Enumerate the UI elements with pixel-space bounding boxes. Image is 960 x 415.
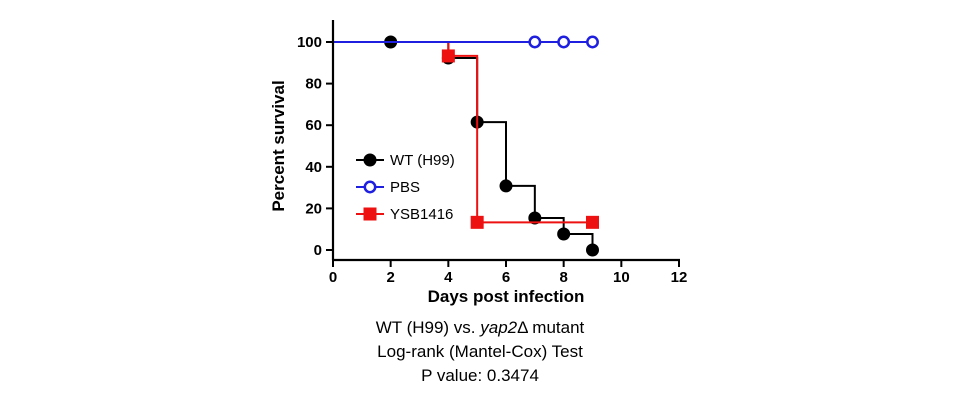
data-point-pbs bbox=[528, 35, 542, 49]
x-tick-label: 0 bbox=[329, 269, 337, 286]
y-tick-label: 40 bbox=[305, 159, 322, 176]
legend-label-wt-h99: WT (H99) bbox=[390, 152, 455, 169]
y-tick-label: 60 bbox=[305, 117, 322, 134]
caption-gene-name: yap2 bbox=[480, 318, 518, 337]
data-point-wt-h99 bbox=[499, 179, 513, 193]
legend-item-wt-h99: WT (H99) bbox=[356, 152, 455, 169]
series-ysb1416 bbox=[333, 41, 599, 229]
x-tick-label: 10 bbox=[613, 269, 630, 286]
data-point-wt-h99 bbox=[557, 227, 571, 241]
data-point-wt-h99 bbox=[528, 211, 542, 225]
x-tick-label: 6 bbox=[502, 269, 510, 286]
legend-item-ysb1416: YSB1416 bbox=[356, 206, 453, 223]
y-tick-label: 0 bbox=[314, 242, 322, 259]
y-axis-title: Percent survival bbox=[269, 80, 288, 211]
legend: WT (H99) PBS YSB1416 bbox=[356, 152, 455, 223]
caption-p-value: P value: 0.3474 bbox=[421, 366, 539, 385]
caption-test-name: Log-rank (Mantel-Cox) Test bbox=[377, 342, 583, 361]
legend-marker-wt-h99 bbox=[363, 153, 377, 167]
legend-label-ysb1416: YSB1416 bbox=[390, 206, 453, 223]
data-point-pbs bbox=[586, 35, 599, 49]
caption-comparison-prefix: WT (H99) vs. bbox=[375, 318, 481, 337]
legend-marker-pbs bbox=[363, 180, 377, 194]
data-point-ysb1416 bbox=[586, 215, 599, 229]
data-point-pbs bbox=[557, 35, 571, 49]
plot-series bbox=[333, 35, 599, 257]
y-tick-label: 100 bbox=[297, 34, 322, 51]
x-tick-label: 8 bbox=[559, 269, 567, 286]
x-tick-label: 2 bbox=[386, 269, 394, 286]
data-point-ysb1416 bbox=[470, 215, 484, 229]
data-point-wt-h99 bbox=[586, 243, 599, 257]
x-axis-title: Days post infection bbox=[428, 287, 585, 306]
x-tick-label: 12 bbox=[671, 269, 688, 286]
plot-axes: 0 20 40 60 80 100 0 2 4 6 8 10 12 bbox=[297, 20, 687, 286]
legend-marker-ysb1416 bbox=[363, 207, 377, 221]
data-point-ysb1416 bbox=[441, 49, 455, 63]
x-tick-label: 4 bbox=[444, 269, 453, 286]
caption-comparison-suffix: Δ mutant bbox=[517, 318, 585, 337]
series-line-ysb1416 bbox=[333, 41, 593, 224]
legend-item-pbs: PBS bbox=[356, 179, 420, 196]
caption-comparison: WT (H99) vs. yap2Δ mutant bbox=[0, 316, 960, 340]
series-pbs bbox=[333, 35, 599, 49]
y-tick-label: 80 bbox=[305, 76, 322, 93]
y-tick-label: 20 bbox=[305, 200, 322, 217]
legend-label-pbs: PBS bbox=[390, 179, 420, 196]
